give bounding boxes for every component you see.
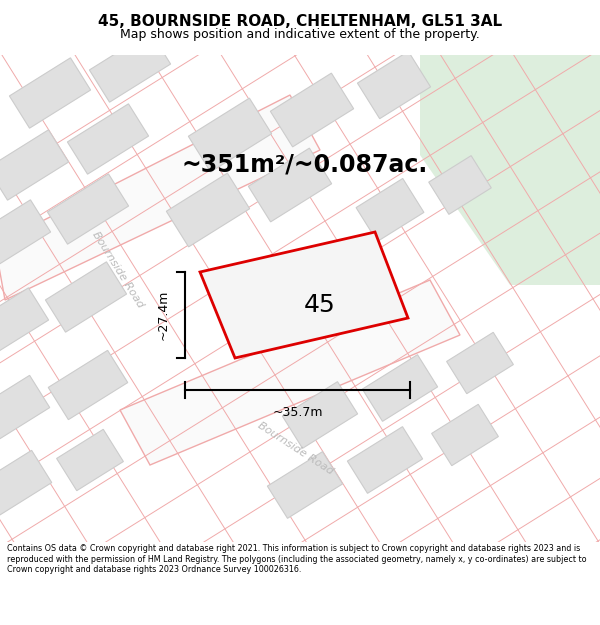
Text: ~351m²/~0.087ac.: ~351m²/~0.087ac.	[182, 153, 428, 177]
Text: ~35.7m: ~35.7m	[272, 406, 323, 419]
Polygon shape	[200, 232, 408, 358]
Polygon shape	[271, 73, 353, 147]
Polygon shape	[67, 104, 149, 174]
Polygon shape	[120, 280, 460, 465]
Text: 45: 45	[304, 293, 335, 317]
Polygon shape	[431, 404, 499, 466]
Polygon shape	[0, 451, 52, 519]
Polygon shape	[46, 262, 127, 332]
Polygon shape	[0, 288, 49, 358]
Polygon shape	[188, 98, 272, 172]
Polygon shape	[166, 173, 250, 247]
Polygon shape	[89, 32, 170, 103]
Polygon shape	[0, 200, 50, 270]
Polygon shape	[283, 382, 358, 448]
Polygon shape	[356, 179, 424, 241]
Polygon shape	[56, 429, 124, 491]
Polygon shape	[0, 376, 50, 444]
Polygon shape	[248, 148, 332, 222]
Text: 45, BOURNSIDE ROAD, CHELTENHAM, GL51 3AL: 45, BOURNSIDE ROAD, CHELTENHAM, GL51 3AL	[98, 14, 502, 29]
Polygon shape	[446, 332, 514, 394]
Polygon shape	[47, 174, 128, 244]
Polygon shape	[0, 130, 68, 200]
Polygon shape	[358, 51, 431, 119]
Polygon shape	[362, 354, 437, 421]
Text: Bournside Road: Bournside Road	[91, 230, 146, 310]
Polygon shape	[429, 156, 491, 214]
Text: ~27.4m: ~27.4m	[157, 290, 170, 340]
Text: Bournside Road: Bournside Road	[256, 420, 335, 476]
Polygon shape	[0, 95, 320, 300]
Polygon shape	[268, 452, 343, 518]
Text: Map shows position and indicative extent of the property.: Map shows position and indicative extent…	[120, 28, 480, 41]
Polygon shape	[48, 351, 128, 419]
Polygon shape	[420, 55, 600, 285]
Polygon shape	[347, 427, 422, 493]
Text: Contains OS data © Crown copyright and database right 2021. This information is : Contains OS data © Crown copyright and d…	[7, 544, 587, 574]
Polygon shape	[10, 58, 91, 128]
